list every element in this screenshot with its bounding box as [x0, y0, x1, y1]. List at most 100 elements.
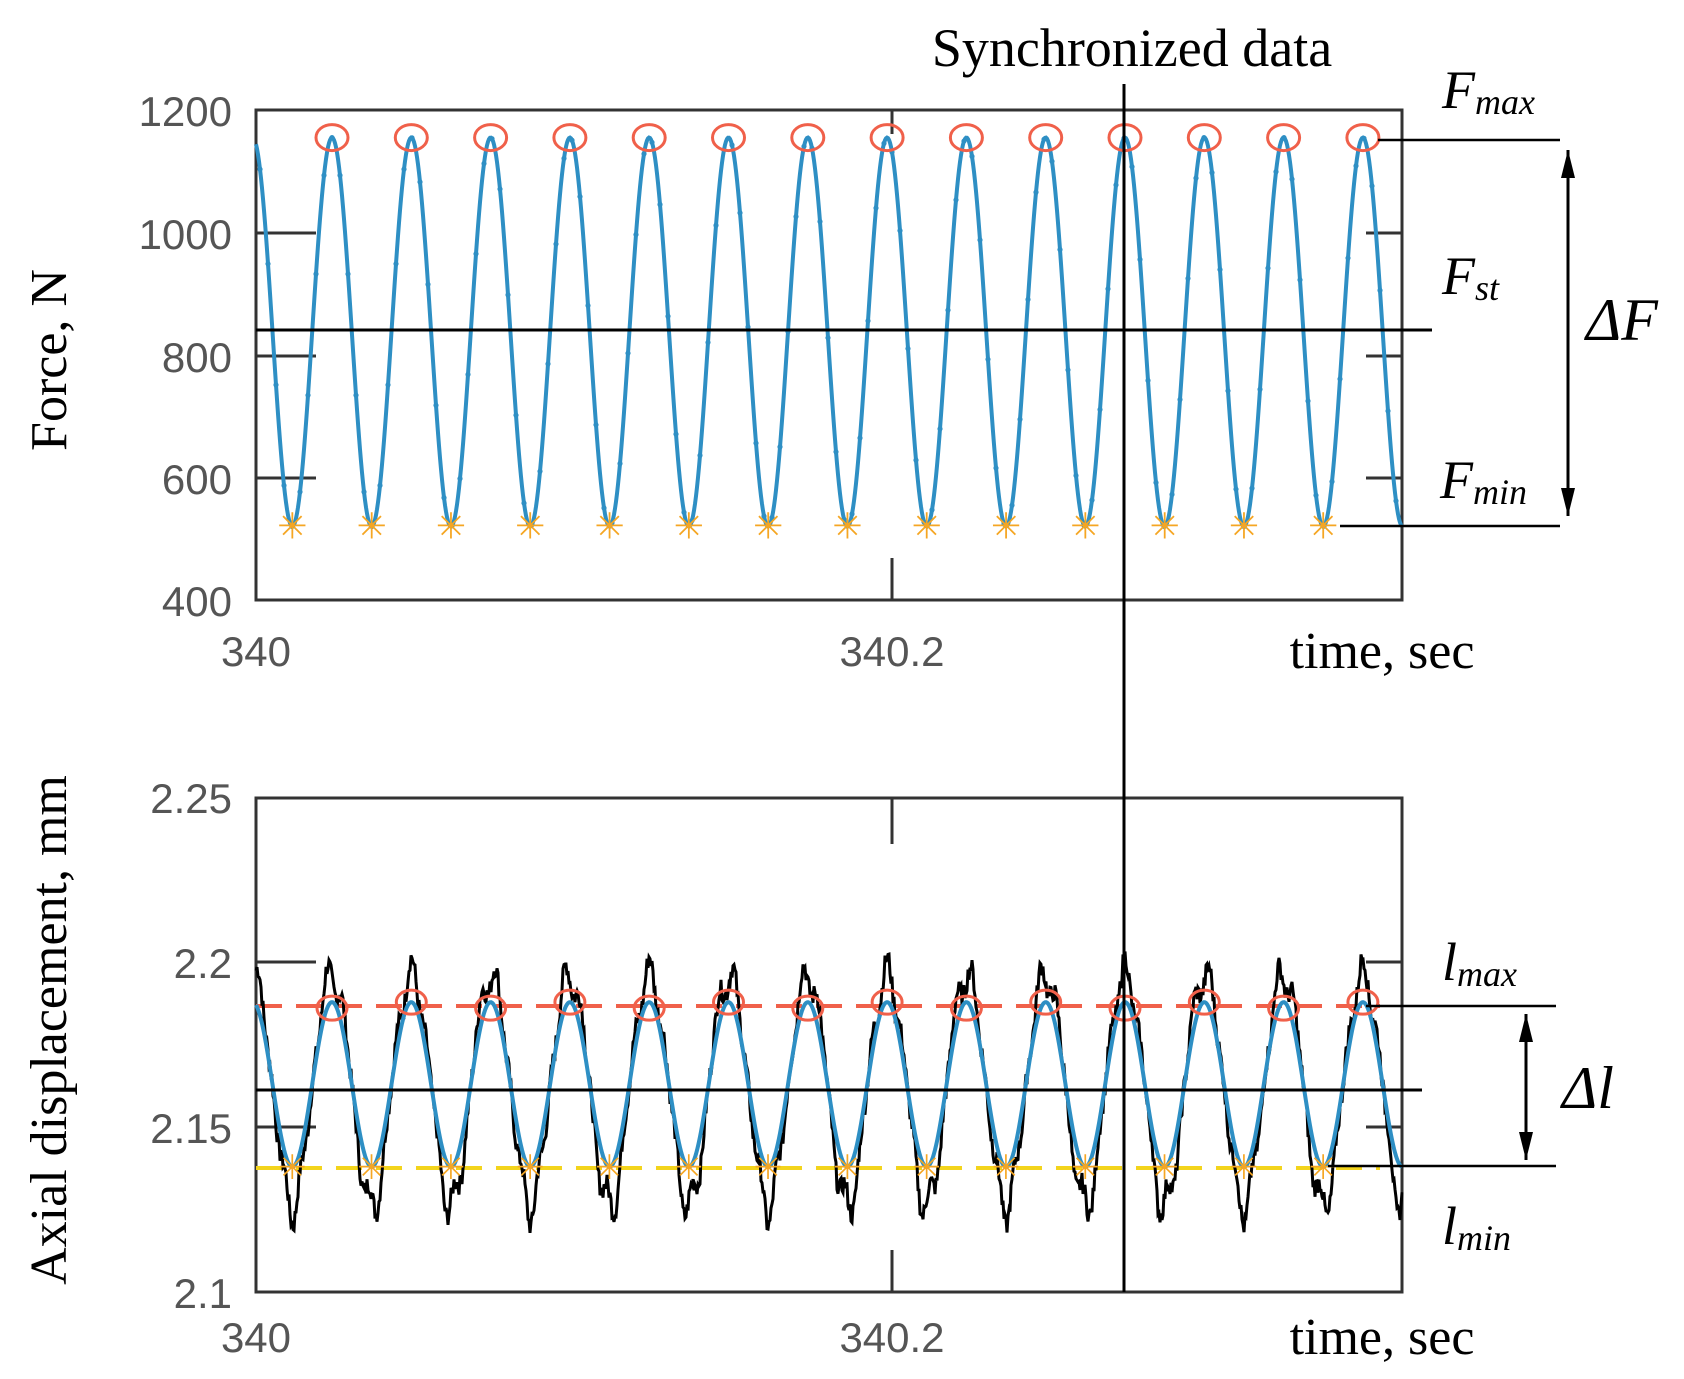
l-max-label: lmax — [1442, 932, 1517, 994]
force-min-marker: ✳ — [1229, 507, 1259, 548]
force-max-marker — [473, 123, 509, 153]
force-sample-point — [465, 371, 471, 378]
force-sample-point — [1281, 135, 1287, 141]
force-min-marker: ✳ — [1070, 507, 1100, 548]
delta-f-label: ΔF — [1584, 287, 1659, 353]
force-sample-point — [1201, 135, 1207, 141]
displacement-min-marker: ✳ — [1230, 1148, 1259, 1188]
displacement-min-marker: ✳ — [992, 1148, 1021, 1188]
force-sample-point — [641, 151, 647, 157]
displacement-x-label: time, sec — [1290, 1309, 1475, 1366]
displacement-min-marker: ✳ — [516, 1148, 545, 1188]
force-min-marker: ✳ — [436, 507, 466, 548]
force-sample-point — [1209, 170, 1215, 176]
displacement-y-tick: 2.15 — [150, 1105, 232, 1152]
force-sample-point — [329, 134, 335, 141]
displacement-max-marker — [1187, 988, 1221, 1016]
force-sample-point — [1081, 522, 1087, 528]
force-sample-point — [313, 271, 319, 277]
force-tick-marks — [256, 110, 1402, 600]
force-sample-point — [657, 201, 663, 208]
force-sample-point — [273, 382, 279, 388]
force-sample-point — [665, 313, 671, 319]
force-sample-point — [633, 231, 639, 238]
force-sample-point — [921, 519, 927, 525]
force-sample-point — [521, 500, 527, 506]
displacement-max-marker — [474, 994, 508, 1022]
force-sample-point — [753, 440, 759, 446]
force-sample-point — [745, 324, 751, 330]
force-sample-point — [297, 489, 303, 495]
force-min-marker: ✳ — [1308, 507, 1338, 548]
force-sample-point — [361, 489, 367, 495]
displacement-chart: 2.25 2.2 2.15 2.1 340 340.2 time, sec Ax… — [21, 775, 1614, 1366]
force-sample-point — [1313, 492, 1319, 498]
force-sample-point — [569, 137, 575, 143]
displacement-max-marker — [1267, 994, 1301, 1022]
force-sample-point — [929, 507, 935, 513]
force-sample-point — [497, 186, 503, 192]
force-sample-point — [1153, 479, 1159, 486]
force-max-marker — [314, 123, 350, 153]
force-max-marker — [1345, 123, 1381, 153]
force-sample-point — [961, 138, 967, 144]
figure-title: Synchronized data — [932, 18, 1332, 78]
displacement-max-marker — [315, 994, 349, 1022]
force-sample-point — [777, 444, 783, 450]
force-sample-point — [1033, 189, 1039, 195]
force-y-tick: 600 — [162, 456, 232, 503]
force-sample-point — [673, 431, 679, 437]
displacement-plot-frame — [254, 796, 1404, 1294]
displacement-y-tick: 2.25 — [150, 775, 232, 822]
displacement-max-marker — [394, 988, 428, 1016]
displacement-x-tick: 340 — [221, 1314, 291, 1361]
force-min-marker: ✳ — [277, 507, 307, 548]
force-sample-point — [577, 193, 583, 200]
force-sample-point — [1361, 135, 1367, 141]
force-sample-point — [1057, 246, 1063, 253]
force-sample-point — [1337, 376, 1343, 382]
force-min-marker: ✳ — [594, 507, 624, 548]
force-sample-point — [545, 361, 551, 367]
force-sample-point — [1073, 472, 1079, 479]
force-min-marker: ✳ — [1150, 507, 1180, 548]
force-sample-point — [513, 412, 519, 418]
force-sample-point — [1273, 169, 1279, 175]
displacement-x-tick: 340.2 — [839, 1314, 944, 1361]
force-min-marker: ✳ — [753, 507, 783, 548]
f-st-label: Fst — [1441, 246, 1500, 308]
force-sample-point — [937, 426, 943, 432]
force-sample-point — [585, 302, 591, 309]
force-sample-point — [1113, 182, 1119, 188]
force-x-tick: 340 — [221, 628, 291, 675]
force-sample-point — [593, 422, 599, 428]
displacement-min-marker: ✳ — [833, 1148, 862, 1188]
displacement-max-marker — [949, 994, 983, 1022]
force-sample-point — [1177, 396, 1183, 403]
force-sample-point — [1105, 286, 1111, 292]
force-sample-point — [1065, 367, 1071, 373]
force-sample-point — [1041, 136, 1047, 142]
force-max-marker — [790, 123, 826, 153]
force-sample-point — [705, 339, 711, 346]
force-min-marker: ✳ — [832, 507, 862, 548]
displacement-min-markers: ✳ ✳ ✳ ✳ ✳ ✳ ✳ ✳ ✳ ✳ ✳ ✳ ✳ ✳ — [278, 1148, 1337, 1188]
force-sample-point — [833, 449, 839, 455]
force-sample-point — [1289, 176, 1295, 182]
force-sample-point — [729, 142, 735, 148]
force-sample-point — [489, 136, 495, 142]
force-sample-point — [1193, 175, 1199, 181]
force-sample-point — [289, 523, 295, 530]
force-sample-point — [449, 523, 455, 529]
force-sample-point — [561, 155, 567, 162]
force-sample-point — [737, 210, 743, 216]
force-sample-point — [1217, 266, 1223, 273]
force-max-marker — [552, 123, 588, 153]
force-sample-point — [993, 465, 999, 471]
force-sample-point — [1257, 386, 1263, 392]
force-sample-point — [473, 251, 479, 257]
force-sample-point — [1169, 491, 1175, 498]
displacement-max-marker — [632, 994, 666, 1022]
displacement-max-marker — [1346, 988, 1380, 1016]
force-sample-point — [393, 261, 399, 267]
